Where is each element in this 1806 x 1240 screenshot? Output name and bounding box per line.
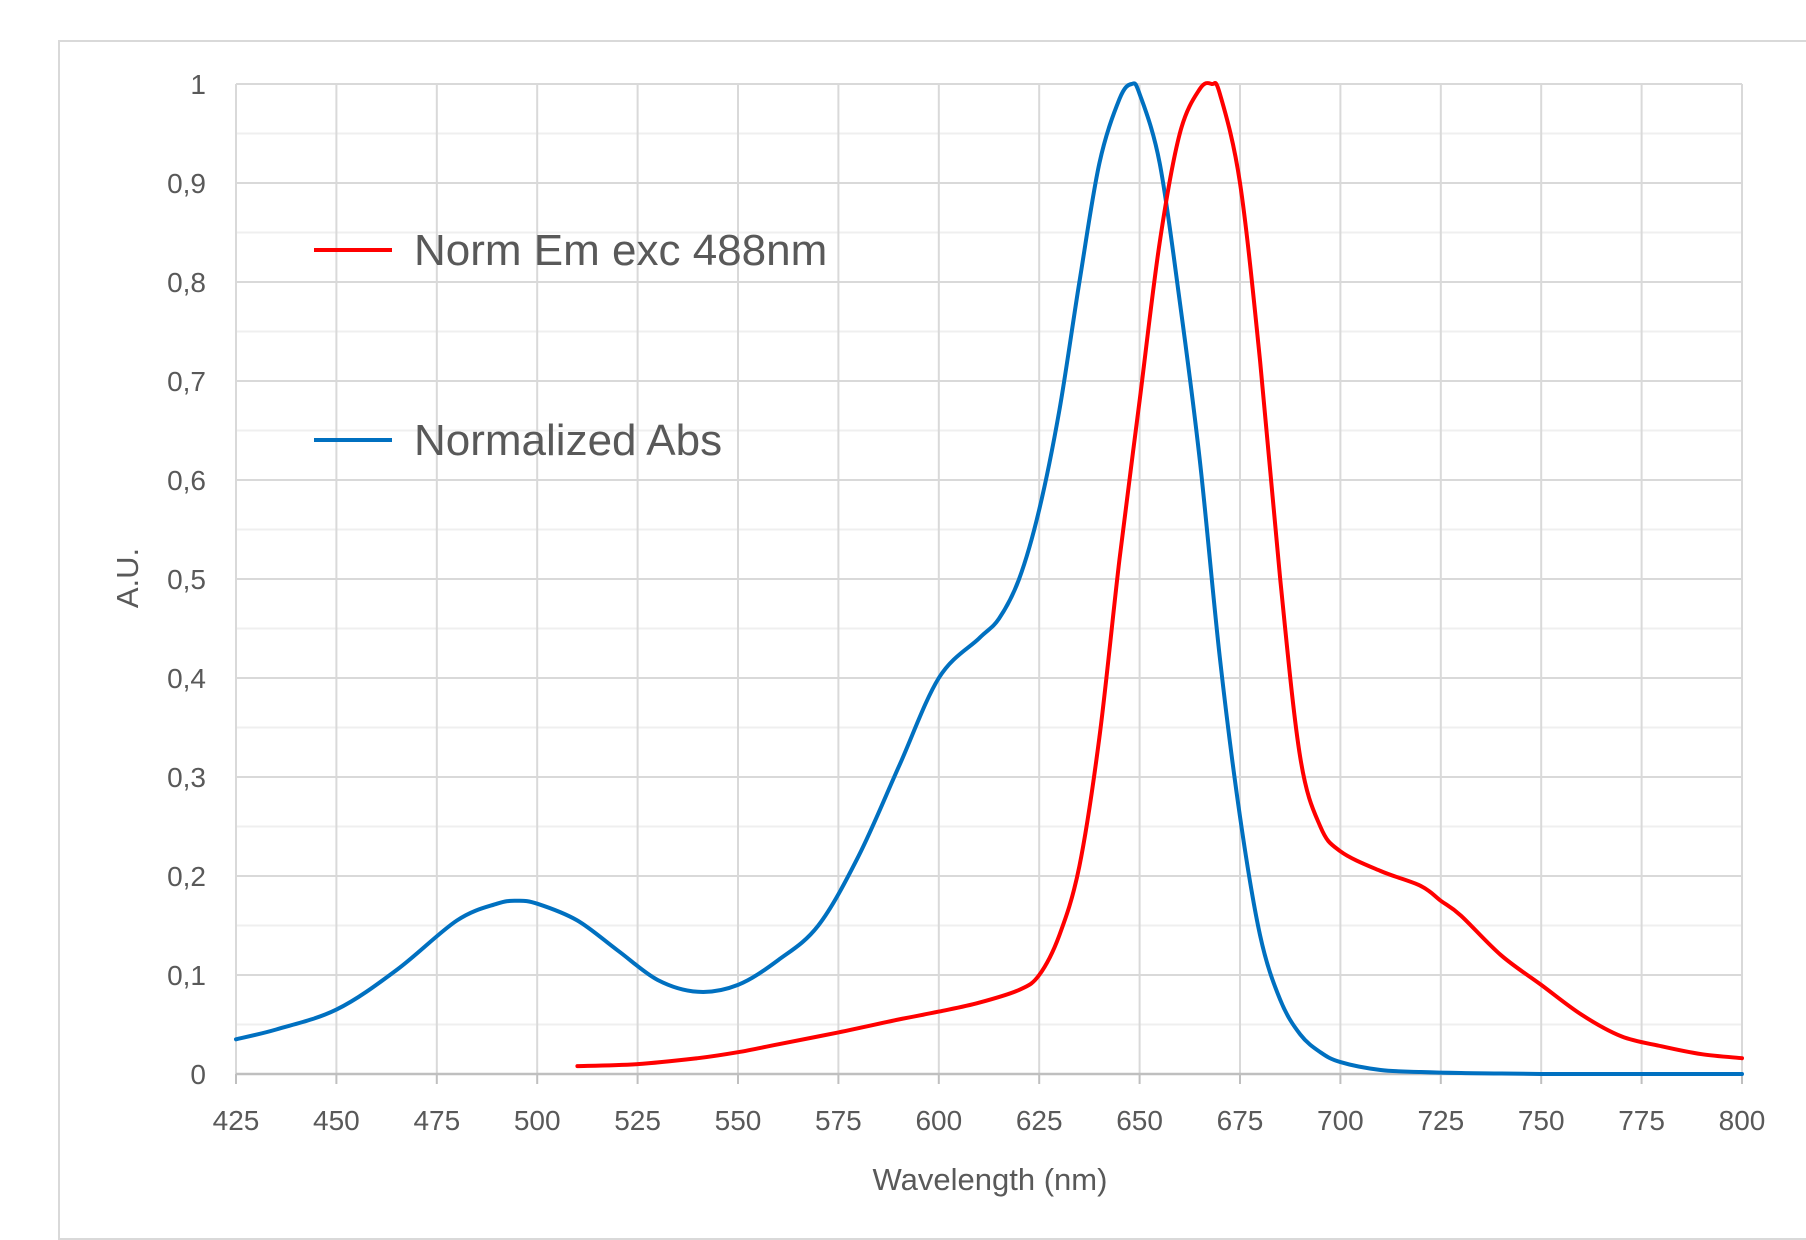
legend-label: Normalized Abs xyxy=(414,416,722,465)
x-tick-label: 500 xyxy=(514,1105,561,1136)
legend-label: Norm Em exc 488nm xyxy=(414,226,827,275)
x-tick-label: 725 xyxy=(1417,1105,1464,1136)
y-tick-label: 0,1 xyxy=(167,960,206,991)
y-axis-title: A.U. xyxy=(110,548,145,608)
y-tick-label: 0 xyxy=(190,1059,206,1090)
x-tick-label: 425 xyxy=(213,1105,260,1136)
y-tick-label: 0,2 xyxy=(167,861,206,892)
y-tick-label: 0,5 xyxy=(167,564,206,595)
y-tick-label: 1 xyxy=(190,69,206,100)
spectra-line-chart: 425 450 475 500 525 550 575 600 625 650 675 700 725 7… xyxy=(110,69,1766,1197)
x-tick-label: 650 xyxy=(1116,1105,1163,1136)
x-tick-label: 525 xyxy=(614,1105,661,1136)
x-tick-label: 475 xyxy=(413,1105,460,1136)
x-tick-label: 575 xyxy=(815,1105,862,1136)
x-tick-label: 625 xyxy=(1016,1105,1063,1136)
chart-frame xyxy=(58,40,1806,1240)
grid-lines xyxy=(235,83,1743,1074)
y-tick-label: 0,9 xyxy=(167,168,206,199)
x-tick-label: 750 xyxy=(1518,1105,1565,1136)
y-tick-label: 0,6 xyxy=(167,465,206,496)
y-tick-label: 0,8 xyxy=(167,267,206,298)
series-line-1 xyxy=(234,81,1744,1077)
x-tick-label: 550 xyxy=(715,1105,762,1136)
series-lines xyxy=(234,81,1744,1077)
y-tick-label: 0,3 xyxy=(167,762,206,793)
y-tick-labels: 0 0,1 0,2 0,3 0,4 0,5 0,6 0,7 0,8 0,9 1 xyxy=(167,69,206,1090)
x-tick-labels: 425 450 475 500 525 550 575 600 625 650 675 700 725 7… xyxy=(213,1105,1766,1136)
y-tick-label: 0,7 xyxy=(167,366,206,397)
x-tick-label: 800 xyxy=(1719,1105,1766,1136)
x-tick-label: 675 xyxy=(1217,1105,1264,1136)
x-tick-label: 600 xyxy=(915,1105,962,1136)
x-tick-label: 700 xyxy=(1317,1105,1364,1136)
legend: Norm Em exc 488nm Normalized Abs xyxy=(314,226,827,465)
x-tick-label: 775 xyxy=(1618,1105,1665,1136)
x-axis-title: Wavelength (nm) xyxy=(873,1162,1108,1197)
y-tick-label: 0,4 xyxy=(167,663,206,694)
series-line-0 xyxy=(575,81,1744,1069)
x-tick-label: 450 xyxy=(313,1105,360,1136)
